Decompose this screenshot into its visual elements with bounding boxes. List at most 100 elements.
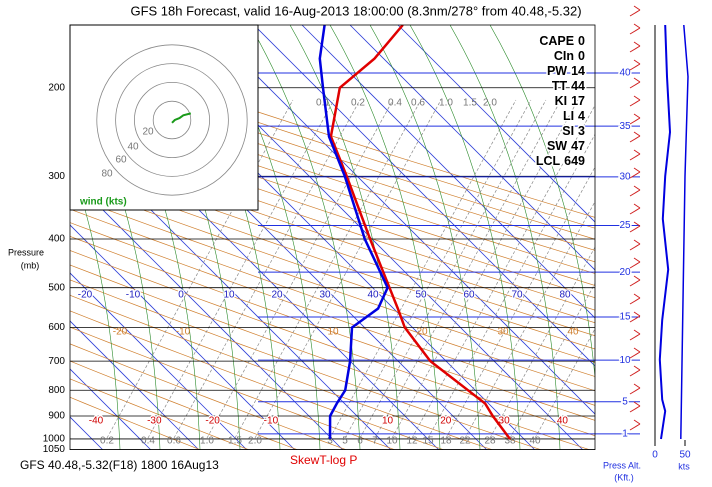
- moist-adiabat-label: -10: [176, 327, 191, 338]
- y-tick-label: 900: [48, 411, 65, 422]
- isotherm-label: 40: [367, 290, 379, 301]
- index-text: CAPE 0: [539, 34, 585, 48]
- hodograph-trace: [171, 112, 192, 124]
- y-tick-label: 800: [48, 385, 65, 396]
- index-label: CIn: [554, 49, 574, 63]
- wind-barb: [629, 383, 641, 395]
- isotherm: [70, 272, 247, 450]
- index-text: TT 44: [552, 79, 585, 93]
- mixing-ratio-line: [206, 99, 394, 439]
- lower-temp-label: 40: [557, 416, 569, 427]
- wind-barb: [629, 311, 641, 323]
- height-tick-label: 30: [619, 172, 631, 183]
- isotherm-label: -20: [78, 290, 93, 301]
- diagram-label: SkewT-log P: [290, 453, 357, 467]
- wind-barb: [629, 419, 641, 431]
- height-tick-label: 10: [619, 355, 631, 366]
- moist-adiabat: [489, 25, 595, 381]
- index-value: 14: [571, 64, 585, 78]
- mixing-ratio-label: 0.6: [167, 436, 181, 447]
- mixing-ratio-label: 18: [440, 436, 452, 447]
- y-label: (mb): [21, 260, 40, 270]
- isotherm-label: 20: [271, 290, 283, 301]
- wind-barb: [629, 401, 641, 413]
- mixing-ratio-line: [445, 166, 595, 439]
- index-label: TT: [552, 79, 568, 93]
- mixing-ratio-line: [147, 99, 335, 439]
- mixing-ratio-line: [411, 104, 595, 439]
- wind-profile: [658, 24, 672, 440]
- height-tick-label: 1: [622, 429, 628, 440]
- mixing-ratio-line: [234, 99, 422, 439]
- lower-temp-label: -10: [264, 416, 279, 427]
- height-label: (Kft.): [614, 472, 634, 482]
- y-tick-label: 600: [48, 322, 65, 333]
- mixing-ratio-label: 3: [327, 436, 333, 447]
- wind-unit: kts: [678, 461, 690, 471]
- isotherm: [349, 25, 595, 271]
- mixing-ratio-line: [464, 200, 595, 439]
- temperature-line: [329, 25, 512, 440]
- index-value: 4: [578, 109, 585, 123]
- y-tick-label: 500: [48, 282, 65, 293]
- wind-barb: [629, 275, 641, 287]
- dewpoint-line: [318, 25, 389, 440]
- isotherm-label: 30: [319, 290, 331, 301]
- wind-barb: [629, 77, 641, 89]
- mixing-ratio-line: [344, 99, 532, 439]
- index-text: LCL 649: [536, 154, 585, 168]
- wind-barb: [629, 59, 641, 71]
- isotherm-label: 80: [559, 290, 571, 301]
- mixing-ratio-line: [391, 99, 579, 439]
- wind-barb: [629, 113, 641, 125]
- index-value: 3: [578, 124, 585, 138]
- index-value: 0: [578, 34, 585, 48]
- mixing-ratio-label: 6: [357, 436, 363, 447]
- height-tick-label: 25: [619, 220, 631, 231]
- wind-barb: [629, 239, 641, 251]
- index-text: LI 4: [563, 109, 585, 123]
- hodograph-ring-label: 40: [127, 142, 139, 153]
- mixing-ratio-label: 1.0: [200, 436, 214, 447]
- wind-barb: [629, 95, 641, 107]
- index-text: KI 17: [555, 94, 585, 108]
- wind-barb: [629, 365, 641, 377]
- isotherm-label: 0: [178, 290, 184, 301]
- index-text: SI 3: [562, 124, 585, 138]
- foreground: 2003004005006007008009001000105040353025…: [43, 5, 691, 461]
- isotherm-label: 70: [511, 290, 523, 301]
- moist-adiabat-label: 40: [567, 327, 579, 338]
- y-tick-label: 200: [48, 82, 65, 93]
- moist-adiabat: [409, 25, 521, 450]
- isotherm: [397, 25, 595, 223]
- mixing-ratio-label: 2.0: [248, 436, 262, 447]
- isotherm: [70, 368, 151, 450]
- mixing-ratio-label: 1.5: [228, 436, 242, 447]
- chart-title: GFS 18h Forecast, valid 16-Aug-2013 18:0…: [130, 3, 581, 18]
- wind-tick-label: 0: [652, 450, 658, 461]
- isotherm: [70, 320, 199, 450]
- isotherm-label: 50: [415, 290, 427, 301]
- height-label: Press Alt.: [603, 460, 641, 470]
- index-label: LI: [563, 109, 574, 123]
- index-value: 44: [571, 79, 585, 93]
- moist-adiabat-label: 10: [327, 327, 339, 338]
- lower-temp-label: 20: [440, 416, 452, 427]
- index-value: 17: [571, 94, 585, 108]
- index-label: LCL: [536, 154, 561, 168]
- moist-adiabat-label: 30: [497, 327, 509, 338]
- wind-barb: [629, 185, 641, 197]
- height-tick-label: 35: [619, 121, 631, 132]
- moist-adiabat-label: -20: [113, 327, 128, 338]
- hodograph-ring: [152, 100, 192, 140]
- lower-temp-label: -20: [205, 416, 220, 427]
- mixing-ratio-label: 0.2: [351, 98, 365, 109]
- mixing-ratio-label: 40: [529, 436, 541, 447]
- height-tick-label: 20: [619, 267, 631, 278]
- hodograph-ring: [96, 44, 248, 196]
- mixing-ratio-label: 0.4: [141, 436, 155, 447]
- lower-temp-label: -40: [89, 416, 104, 427]
- wind-tick-label: 50: [679, 450, 691, 461]
- wind-barb: [629, 293, 641, 305]
- wind-barb: [629, 167, 641, 179]
